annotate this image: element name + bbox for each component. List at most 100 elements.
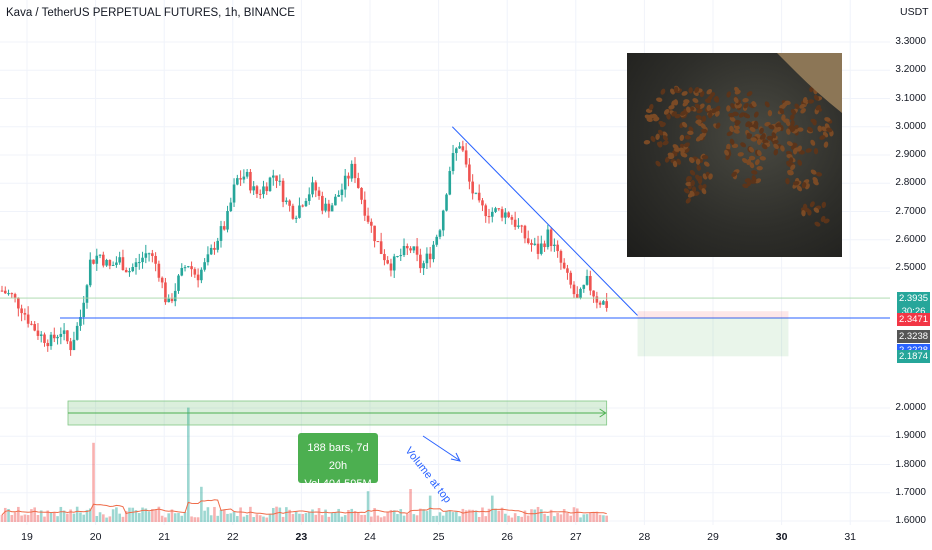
coffee-bean — [773, 149, 779, 156]
volume-bar — [589, 512, 592, 522]
coffee-bean — [810, 118, 817, 124]
volume-bar — [353, 511, 357, 522]
volume-bar — [226, 513, 229, 522]
volume-bar — [376, 515, 380, 522]
candle-body — [363, 199, 367, 216]
coffee-bean — [788, 157, 794, 164]
coffee-bean — [701, 188, 707, 195]
coffee-bean — [759, 156, 766, 161]
candle-body — [455, 148, 458, 154]
volume-bar — [23, 514, 27, 522]
y-tick-label: 3.3000 — [895, 36, 926, 47]
coffee-bean — [660, 88, 666, 95]
volume-bar — [428, 495, 432, 522]
coffee-bean — [695, 136, 702, 142]
volume-bar — [575, 508, 579, 522]
candle-body — [203, 262, 206, 270]
volume-bar — [252, 517, 255, 522]
volume-bar — [245, 514, 249, 522]
volume-bar — [507, 515, 510, 522]
volume-bar — [144, 508, 148, 522]
volume-bar — [298, 513, 301, 522]
candle-body — [56, 336, 59, 339]
candle-body — [419, 254, 422, 269]
coffee-bean — [691, 186, 697, 193]
coffee-bean — [799, 103, 806, 109]
coffee-bean — [643, 140, 651, 145]
volume-bar — [396, 514, 399, 522]
coffee-bean — [684, 135, 691, 140]
coffee-bean — [672, 160, 678, 168]
coffee-bean — [685, 175, 691, 183]
volume-bar — [222, 509, 226, 522]
candle-body — [428, 253, 432, 260]
volume-bar — [258, 515, 262, 522]
coffee-bean — [699, 103, 705, 109]
volume-bar — [59, 506, 63, 522]
volume-bar — [317, 508, 321, 522]
candle-body — [167, 298, 170, 303]
candle-body — [441, 210, 445, 231]
coffee-bean — [730, 103, 736, 109]
measure-bars: 188 bars, 7d 20h — [307, 442, 369, 472]
candle-body — [92, 259, 95, 264]
volume-bar — [242, 516, 246, 522]
volume-bar — [409, 489, 412, 522]
volume-bar — [340, 516, 344, 522]
y-tick-label: 1.7000 — [895, 486, 926, 498]
candle-body — [193, 269, 197, 275]
coffee-bean — [656, 97, 663, 102]
volume-bar — [448, 510, 452, 522]
candle-body — [236, 178, 239, 185]
coffee-bean — [810, 139, 816, 146]
coffee-bean — [756, 138, 762, 146]
coffee-bean — [726, 105, 731, 112]
candle-body — [330, 205, 334, 212]
candle-body — [164, 282, 167, 303]
coffee-bean — [731, 171, 737, 177]
coffee-bean — [742, 183, 749, 189]
candle-body — [252, 186, 255, 191]
volume-bar — [379, 517, 383, 522]
volume-bar — [458, 516, 461, 522]
volume-bar — [147, 511, 151, 522]
candle-body — [572, 284, 576, 295]
volume-bar — [187, 407, 190, 522]
candle-body — [517, 225, 520, 227]
coffee-bean — [743, 102, 749, 109]
volume-bar — [415, 515, 419, 522]
candle-body — [262, 186, 265, 195]
candle-body — [108, 260, 112, 266]
candle-body — [268, 177, 272, 192]
coffee-bean — [689, 169, 696, 176]
coffee-bean — [681, 152, 688, 158]
volume-bar — [592, 512, 595, 522]
volume-bar — [102, 514, 105, 522]
coffee-bean — [753, 111, 759, 118]
candle-body — [69, 341, 72, 351]
volume-bar — [52, 512, 56, 522]
candle-body — [111, 264, 115, 266]
coffee-bean — [715, 122, 721, 129]
candle-body — [383, 253, 386, 261]
volume-bar — [108, 516, 112, 522]
coffee-bean — [744, 178, 752, 183]
candle-body — [536, 243, 540, 254]
candle-body — [291, 205, 295, 219]
measure-vol: Vol 404.595M — [304, 478, 372, 490]
volume-bar — [399, 509, 403, 522]
coffee-bean — [746, 158, 752, 165]
volume-bar — [249, 506, 252, 522]
coffee-bean — [695, 158, 701, 165]
candle-body — [340, 189, 344, 196]
coffee-bean — [713, 97, 719, 103]
volume-bar — [402, 515, 406, 522]
coffee-bean — [695, 119, 702, 125]
volume-bar — [582, 514, 586, 522]
candle-body — [438, 230, 442, 237]
volume-bar — [131, 507, 135, 522]
volume-bar — [281, 516, 285, 522]
coffee-bean — [784, 100, 791, 106]
candle-body — [350, 163, 354, 179]
